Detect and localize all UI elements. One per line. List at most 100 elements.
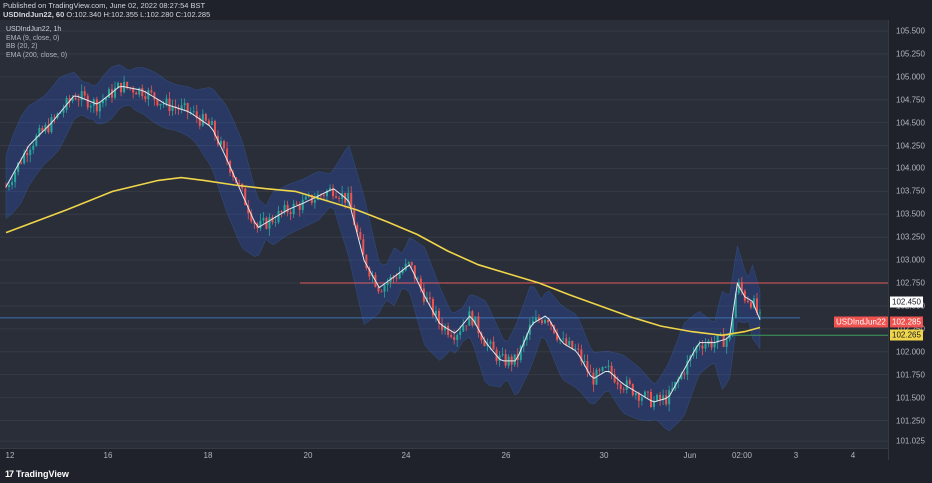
candle-body-51 (159, 103, 162, 106)
candle-body-199 (607, 365, 610, 367)
candle-body-188 (574, 348, 577, 350)
time-tick-0: 12 (5, 451, 15, 460)
candle-body-158 (483, 340, 486, 347)
legend-ema200[interactable]: EMA (200, close, 0) (6, 51, 68, 59)
candle-body-133 (407, 262, 410, 264)
candle-body-4 (17, 162, 20, 172)
time-tick-1: 16 (103, 451, 113, 460)
chart-pane[interactable] (0, 20, 888, 460)
price-axis[interactable]: 105.500 105.250 105.000 104.750 104.500 104.2… (888, 20, 932, 460)
candle-body-12 (41, 127, 44, 132)
candle-body-206 (628, 380, 631, 385)
candle-body-125 (383, 285, 386, 292)
candle-body-240 (731, 317, 734, 333)
candle-body-168 (513, 354, 516, 365)
candle-body-0 (5, 186, 7, 188)
candle-body-219 (668, 390, 671, 405)
candle-body-109 (335, 196, 338, 198)
candle-body-115 (353, 209, 356, 225)
candle-body-113 (347, 192, 350, 203)
time-axis[interactable]: 12 16 18 20 24 26 30 Jun 02:00 3 4 (0, 448, 888, 462)
price-tick-10: 103.000 (896, 255, 925, 265)
candle-body-99 (304, 196, 307, 200)
candle-body-224 (683, 373, 686, 375)
price-tick-7: 103.750 (896, 186, 925, 196)
candle-body-79 (244, 188, 247, 206)
tradingview-logo[interactable]: 17 TradingView (5, 469, 69, 479)
candle-body-38 (120, 82, 123, 93)
price-label-last: 102.285 (890, 316, 923, 328)
candle-body-90 (277, 211, 280, 223)
candle-body-97 (298, 204, 301, 210)
legend-symbol[interactable]: USDIndJun22, 1h (6, 26, 62, 33)
candle-body-160 (489, 341, 492, 344)
candle-body-93 (286, 204, 289, 213)
candle-body-214 (653, 400, 656, 408)
candle-body-96 (295, 203, 298, 205)
time-tick-2: 18 (203, 451, 213, 460)
bollinger-band (5, 64, 761, 432)
candle-body-110 (338, 197, 341, 200)
candle-body-211 (643, 391, 646, 398)
candle-body-248 (755, 298, 758, 313)
chart-plot[interactable] (0, 20, 888, 448)
candle-body-217 (662, 395, 665, 401)
candle-body-9 (32, 145, 35, 150)
candle-body-21 (68, 98, 71, 102)
candle-body-194 (592, 372, 595, 385)
price-tick-8: 103.500 (896, 209, 925, 219)
candle-body-154 (471, 311, 474, 326)
candle-body-84 (259, 220, 262, 229)
candle-body-3 (14, 171, 17, 183)
candle-body-151 (462, 325, 465, 332)
candle-body-157 (480, 333, 483, 341)
candle-body-35 (110, 89, 113, 98)
candle-body-58 (180, 105, 183, 110)
price-tick-3: 104.750 (896, 95, 925, 105)
published-line: Published on TradingView.com, June 02, 2… (3, 1, 206, 10)
candle-body-50 (156, 99, 159, 106)
candle-body-36 (114, 87, 117, 98)
candle-body-46 (144, 96, 147, 100)
candle-body-67 (207, 120, 210, 125)
candle-body-189 (577, 348, 580, 350)
candle-body-6 (23, 153, 26, 164)
candle-body-198 (604, 366, 607, 368)
candle-body-163 (498, 355, 501, 361)
tradingview-logo-icon: 17 (5, 469, 14, 479)
symbol-name-tag: USDIndJun22 (834, 316, 888, 328)
candle-body-52 (162, 103, 165, 105)
candle-body-80 (247, 205, 250, 214)
candle-body-144 (441, 323, 444, 331)
candle-body-71 (219, 140, 222, 145)
candle-body-103 (316, 194, 319, 200)
indicator-legend: USDIndJun22, 1h EMA (9, close, 0) BB (20… (6, 26, 67, 60)
time-tick-7: Jun (683, 451, 697, 460)
candle-body-81 (250, 213, 253, 222)
price-tick-16: 101.500 (896, 393, 925, 403)
candle-body-44 (138, 87, 141, 95)
candle-body-105 (322, 195, 325, 197)
candle-body-8 (29, 149, 32, 156)
candle-body-48 (150, 90, 153, 93)
candle-body-227 (692, 352, 695, 356)
candle-body-22 (71, 98, 74, 102)
candle-body-155 (474, 316, 477, 326)
legend-ema9[interactable]: EMA (9, close, 0) (6, 34, 60, 42)
candle-body-178 (544, 319, 547, 324)
ema200-line (5, 176, 761, 337)
price-tick-11: 102.750 (896, 278, 925, 288)
price-tick-17: 101.250 (896, 416, 925, 425)
candle-body-87 (268, 217, 271, 229)
candle-body-119 (365, 254, 368, 269)
price-tick-4: 104.500 (896, 118, 925, 128)
candle-body-32 (101, 100, 104, 104)
candle-body-116 (356, 224, 359, 233)
candle-body-200 (610, 365, 613, 375)
candle-body-60 (186, 103, 189, 113)
candle-body-173 (528, 324, 531, 335)
candle-body-10 (35, 135, 38, 146)
candle-body-142 (434, 310, 437, 316)
price-label-top: 102.450 (890, 296, 923, 308)
legend-bb[interactable]: BB (20, 2) (6, 43, 38, 50)
